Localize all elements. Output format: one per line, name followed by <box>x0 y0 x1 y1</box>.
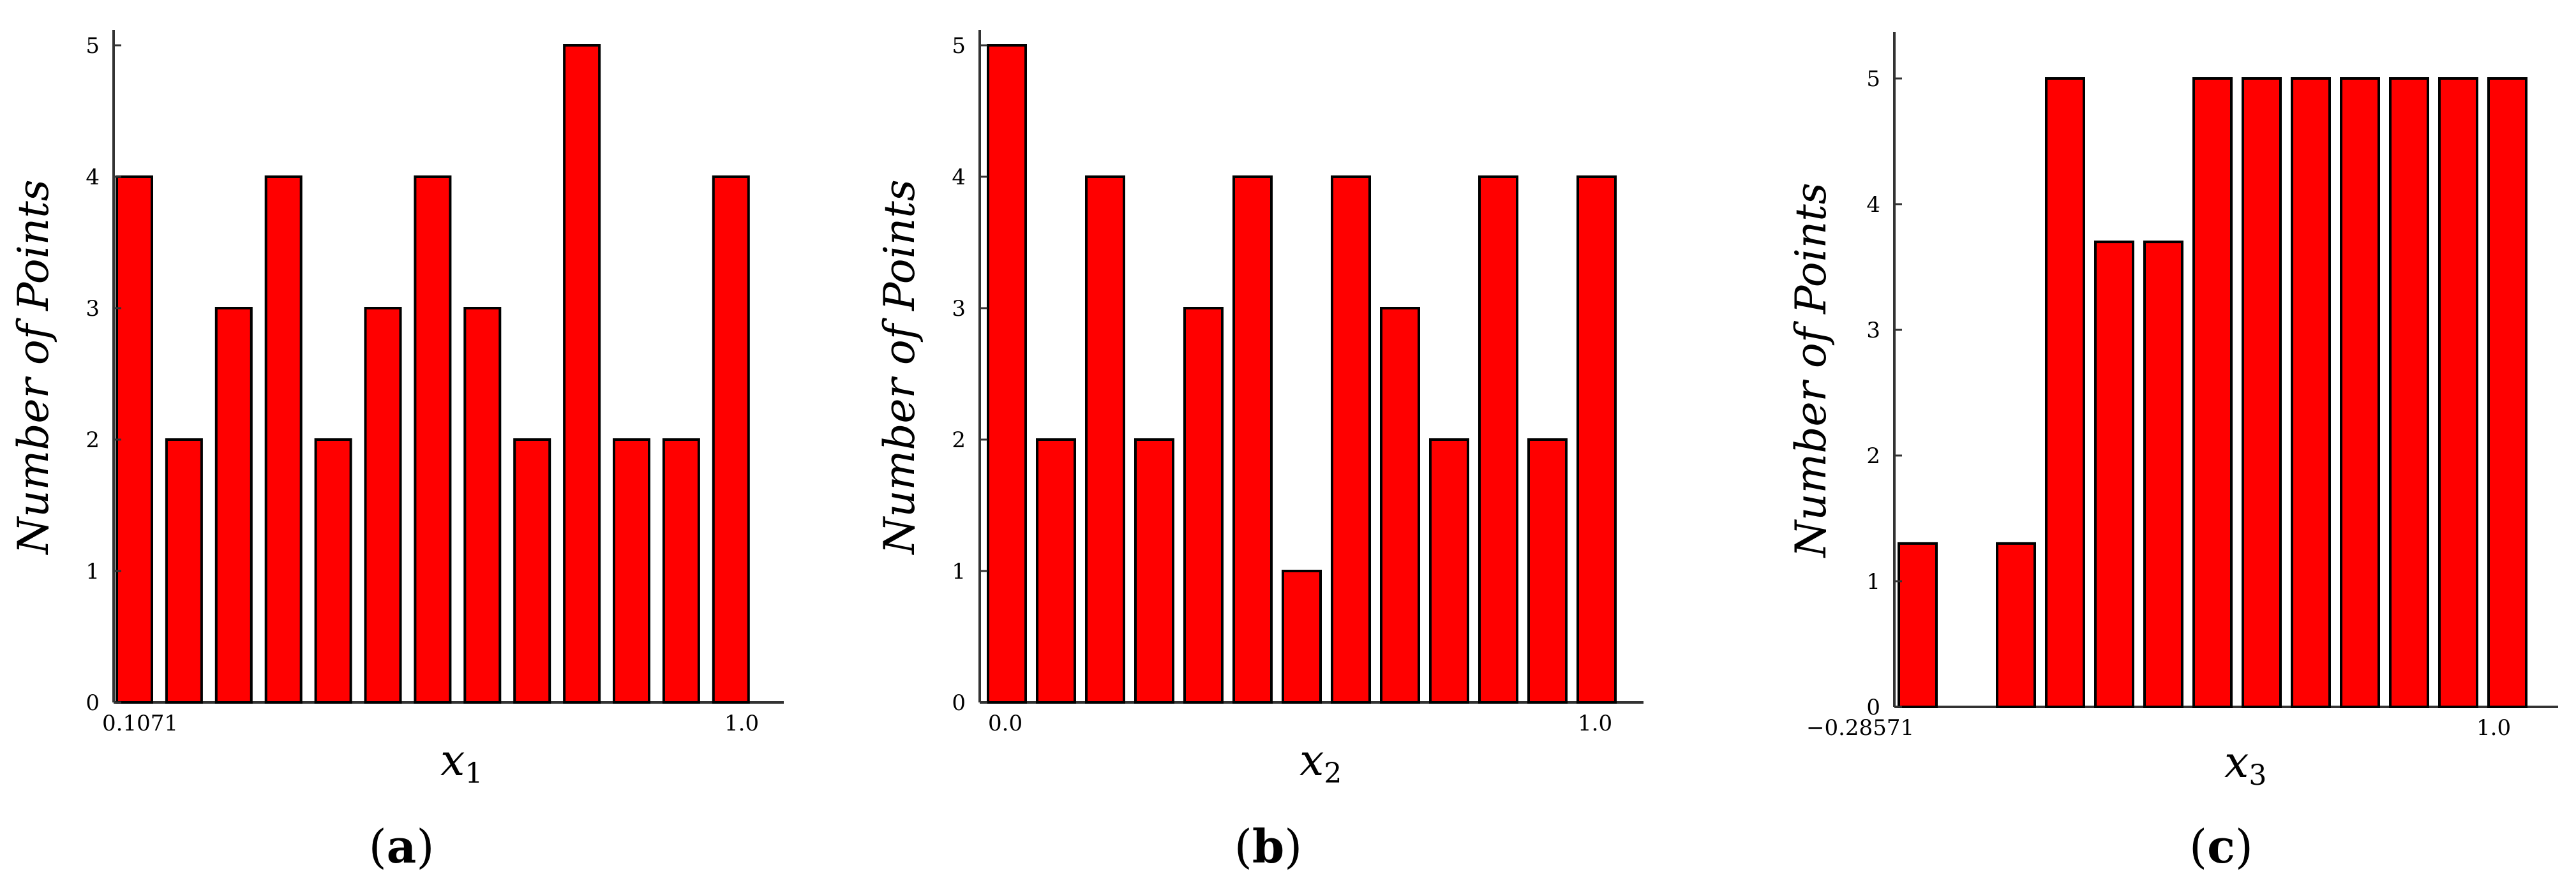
bar <box>712 175 750 704</box>
x-axis-label: x3 <box>2224 738 2266 792</box>
bar <box>1576 175 1617 704</box>
x-axis-label-sub: 1 <box>465 757 483 790</box>
bar <box>364 307 402 704</box>
y-tick-label: 0 <box>952 690 966 716</box>
y-axis-label: Number of Points <box>9 179 58 555</box>
bar <box>987 44 1027 704</box>
x-axis-label-sub: 2 <box>1324 757 1342 790</box>
x-tick-label-start: 0.0 <box>988 711 1022 736</box>
bar <box>563 44 601 704</box>
bar <box>1527 438 1568 704</box>
bar <box>1232 175 1273 704</box>
bar <box>1478 175 1518 704</box>
bar <box>1429 438 1469 704</box>
panel-caption: (b) <box>1234 819 1303 873</box>
panel-caption-letter: b <box>1252 819 1284 873</box>
x-tick-label-start: −0.28571 <box>1806 715 1914 741</box>
x-tick-label-start: 0.1071 <box>102 711 178 736</box>
panel-caption-letter: a <box>387 819 417 873</box>
panel-caption-letter: c <box>2207 819 2235 873</box>
x-axis-label-var: x <box>2224 738 2249 788</box>
bar <box>2242 77 2282 708</box>
bar <box>662 438 700 704</box>
y-tick-label: 0 <box>86 690 100 716</box>
bar <box>214 307 253 704</box>
bar <box>2291 77 2331 708</box>
bar <box>2192 77 2233 708</box>
bar <box>1282 570 1322 704</box>
bar <box>1183 307 1224 704</box>
bar <box>513 438 551 704</box>
panel-caption: (c) <box>2189 819 2253 873</box>
y-tick-label: 2 <box>952 427 966 453</box>
y-tick-label: 4 <box>952 165 966 190</box>
bar <box>1331 175 1371 704</box>
y-tick-label: 0 <box>1866 695 1880 720</box>
panel-caption: (a) <box>369 819 435 873</box>
y-tick-label: 1 <box>952 559 966 584</box>
x-tick-label-end: 1.0 <box>724 711 759 736</box>
bar <box>2389 77 2429 708</box>
bar <box>165 438 203 704</box>
bar <box>2340 77 2380 708</box>
bar <box>463 307 502 704</box>
bar <box>314 438 352 704</box>
y-tick-label: 2 <box>1866 443 1880 469</box>
y-axis-label: Number of Points <box>875 179 924 555</box>
x-tick-label-end: 1.0 <box>1578 711 1612 736</box>
x-axis-label: x2 <box>1299 736 1342 790</box>
bar <box>1085 175 1125 704</box>
x-axis-label-var: x <box>440 736 465 786</box>
x-axis-label-sub: 3 <box>2249 759 2266 792</box>
bar <box>1380 307 1420 704</box>
bar <box>116 175 153 704</box>
x-tick-label-end: 1.0 <box>2476 715 2511 741</box>
bar <box>2094 241 2134 709</box>
y-tick-label: 5 <box>86 33 100 59</box>
y-tick-label: 5 <box>1866 66 1880 92</box>
y-tick-label: 5 <box>952 33 966 59</box>
bar <box>414 175 452 704</box>
y-tick-label: 3 <box>1866 318 1880 343</box>
bar <box>1134 438 1174 704</box>
bar <box>264 175 303 704</box>
bar <box>1898 542 1938 709</box>
bar <box>1996 542 2036 709</box>
bar <box>613 438 650 704</box>
bar <box>2045 77 2085 708</box>
bar <box>2143 241 2183 709</box>
x-axis-label: x1 <box>440 736 483 790</box>
x-axis-label-var: x <box>1299 736 1324 786</box>
y-axis-label: Number of Points <box>1786 182 1836 558</box>
bar <box>2438 77 2478 708</box>
y-tick-label: 1 <box>86 559 100 584</box>
y-tick-label: 4 <box>1866 192 1880 218</box>
bar <box>1036 438 1076 704</box>
y-tick-label: 2 <box>86 427 100 453</box>
y-tick-label: 1 <box>1866 569 1880 595</box>
bar <box>2487 77 2527 708</box>
y-tick-label: 3 <box>952 296 966 322</box>
y-tick-label: 3 <box>86 296 100 322</box>
y-tick-label: 4 <box>86 165 100 190</box>
